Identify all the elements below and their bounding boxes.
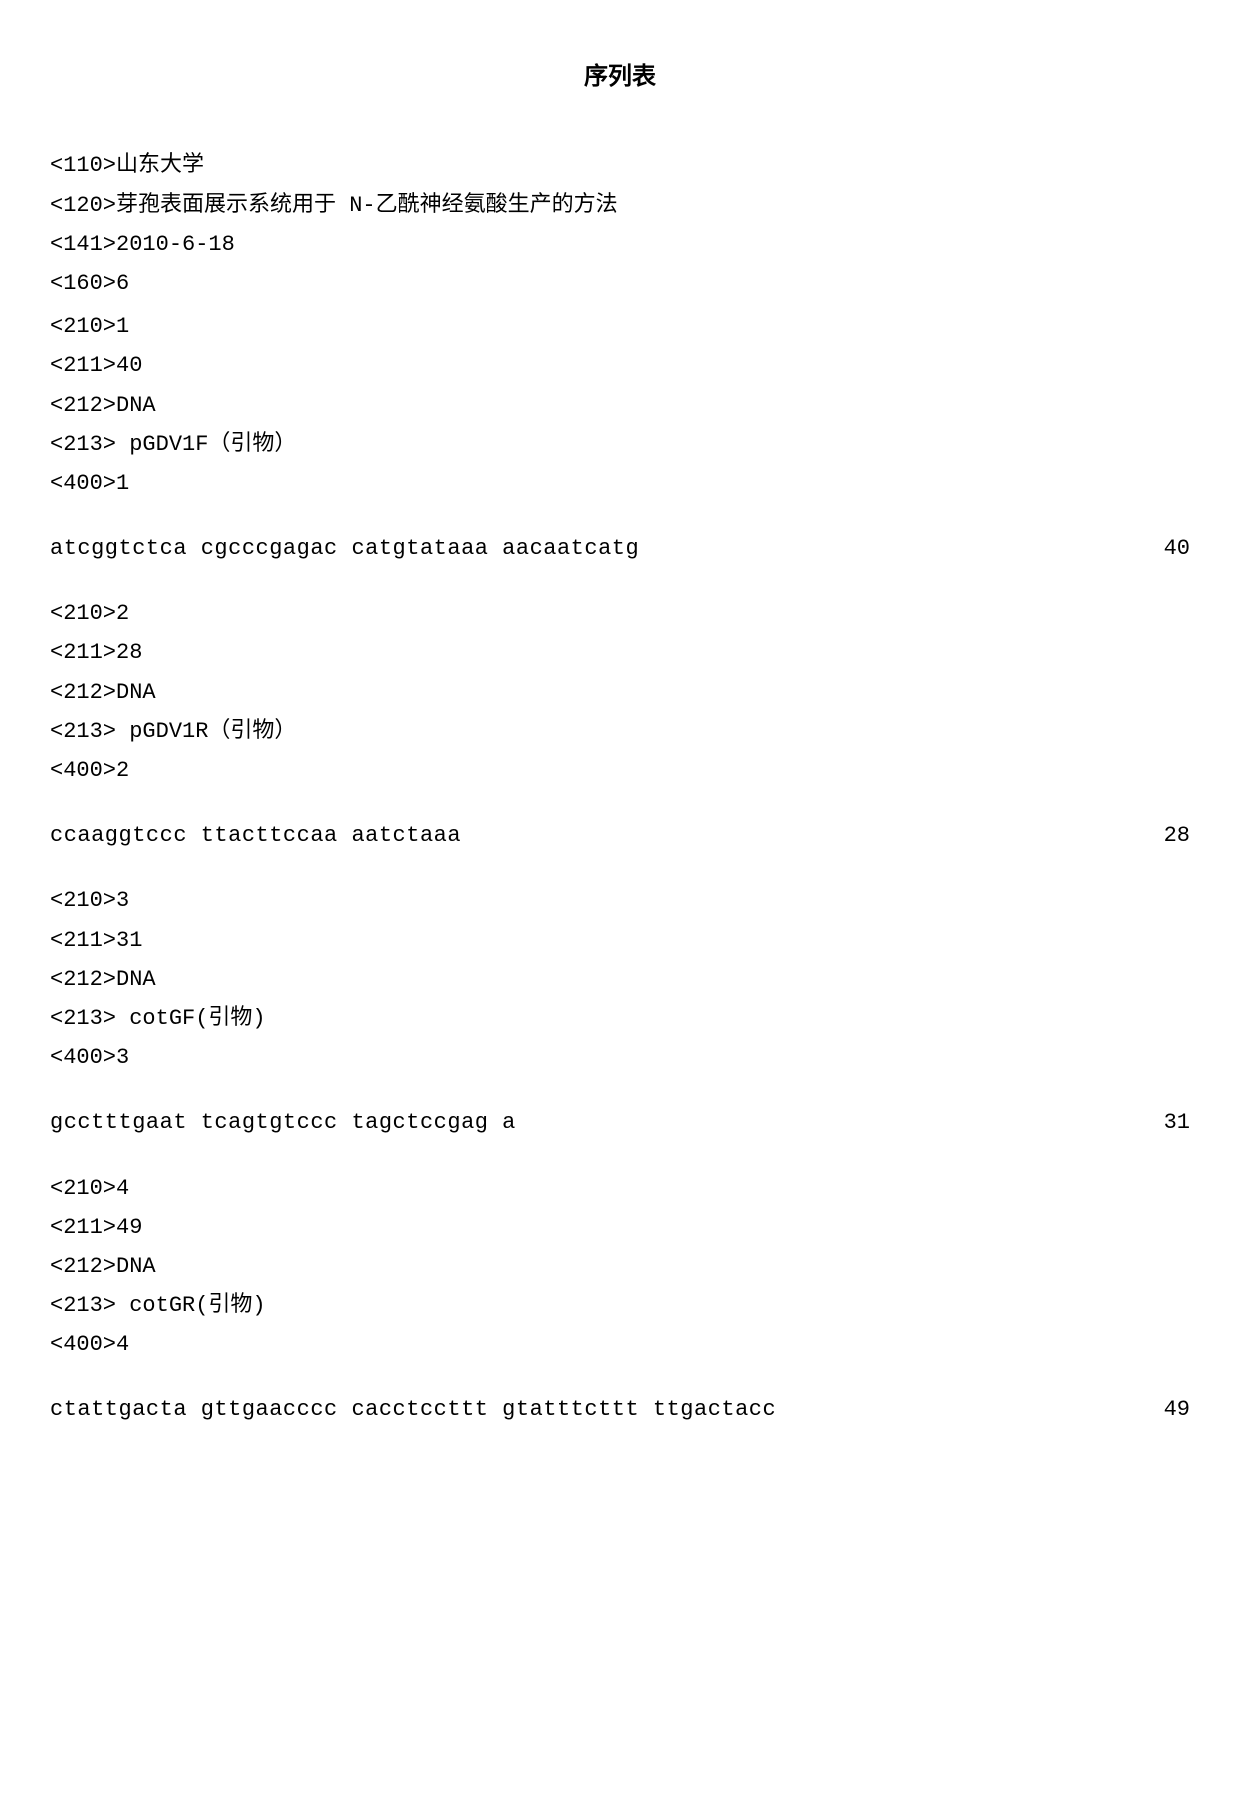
tag-400: <400>3 bbox=[50, 1040, 1190, 1075]
tag-120: <120>芽孢表面展示系统用于 N-乙酰神经氨酸生产的方法 bbox=[50, 188, 1190, 223]
tag-400: <400>4 bbox=[50, 1327, 1190, 1362]
sequence-block-3: <210>3 <211>31 <212>DNA <213> cotGF(引物) … bbox=[50, 883, 1190, 1075]
sequence-block-4: <210>4 <211>49 <212>DNA <213> cotGR(引物) … bbox=[50, 1171, 1190, 1363]
sequence-block-2: <210>2 <211>28 <212>DNA <213> pGDV1R（引物）… bbox=[50, 596, 1190, 788]
tag-210: <210>3 bbox=[50, 883, 1190, 918]
tag-213: <213> cotGR(引物) bbox=[50, 1288, 1190, 1323]
tag-210: <210>4 bbox=[50, 1171, 1190, 1206]
tag-210: <210>2 bbox=[50, 596, 1190, 631]
tag-211: <211>49 bbox=[50, 1210, 1190, 1245]
sequence-length: 28 bbox=[1164, 818, 1190, 853]
sequence-row-4: ctattgacta gttgaacccc cacctccttt gtatttc… bbox=[50, 1392, 1190, 1427]
tag-213: <213> pGDV1F（引物） bbox=[50, 427, 1190, 462]
tag-212: <212>DNA bbox=[50, 388, 1190, 423]
header-block: <110>山东大学 <120>芽孢表面展示系统用于 N-乙酰神经氨酸生产的方法 … bbox=[50, 148, 1190, 301]
page-title: 序列表 bbox=[50, 60, 1190, 98]
sequence-text: gcctttgaat tcagtgtccc tagctccgag a bbox=[50, 1105, 516, 1140]
sequence-row-3: gcctttgaat tcagtgtccc tagctccgag a 31 bbox=[50, 1105, 1190, 1140]
tag-211: <211>40 bbox=[50, 348, 1190, 383]
sequence-block-1: <210>1 <211>40 <212>DNA <213> pGDV1F（引物）… bbox=[50, 309, 1190, 501]
tag-212: <212>DNA bbox=[50, 1249, 1190, 1284]
tag-160: <160>6 bbox=[50, 266, 1190, 301]
tag-212: <212>DNA bbox=[50, 675, 1190, 710]
tag-210: <210>1 bbox=[50, 309, 1190, 344]
sequence-text: ctattgacta gttgaacccc cacctccttt gtatttc… bbox=[50, 1392, 776, 1427]
tag-400: <400>2 bbox=[50, 753, 1190, 788]
tag-212: <212>DNA bbox=[50, 962, 1190, 997]
sequence-length: 31 bbox=[1164, 1105, 1190, 1140]
sequence-length: 49 bbox=[1164, 1392, 1190, 1427]
sequence-text: atcggtctca cgcccgagac catgtataaa aacaatc… bbox=[50, 531, 639, 566]
tag-141: <141>2010-6-18 bbox=[50, 227, 1190, 262]
sequence-row-2: ccaaggtccc ttacttccaa aatctaaa 28 bbox=[50, 818, 1190, 853]
tag-211: <211>28 bbox=[50, 635, 1190, 670]
tag-211: <211>31 bbox=[50, 923, 1190, 958]
tag-400: <400>1 bbox=[50, 466, 1190, 501]
sequence-length: 40 bbox=[1164, 531, 1190, 566]
sequence-row-1: atcggtctca cgcccgagac catgtataaa aacaatc… bbox=[50, 531, 1190, 566]
tag-213: <213> pGDV1R（引物） bbox=[50, 714, 1190, 749]
sequence-text: ccaaggtccc ttacttccaa aatctaaa bbox=[50, 818, 461, 853]
tag-110: <110>山东大学 bbox=[50, 148, 1190, 183]
tag-213: <213> cotGF(引物) bbox=[50, 1001, 1190, 1036]
